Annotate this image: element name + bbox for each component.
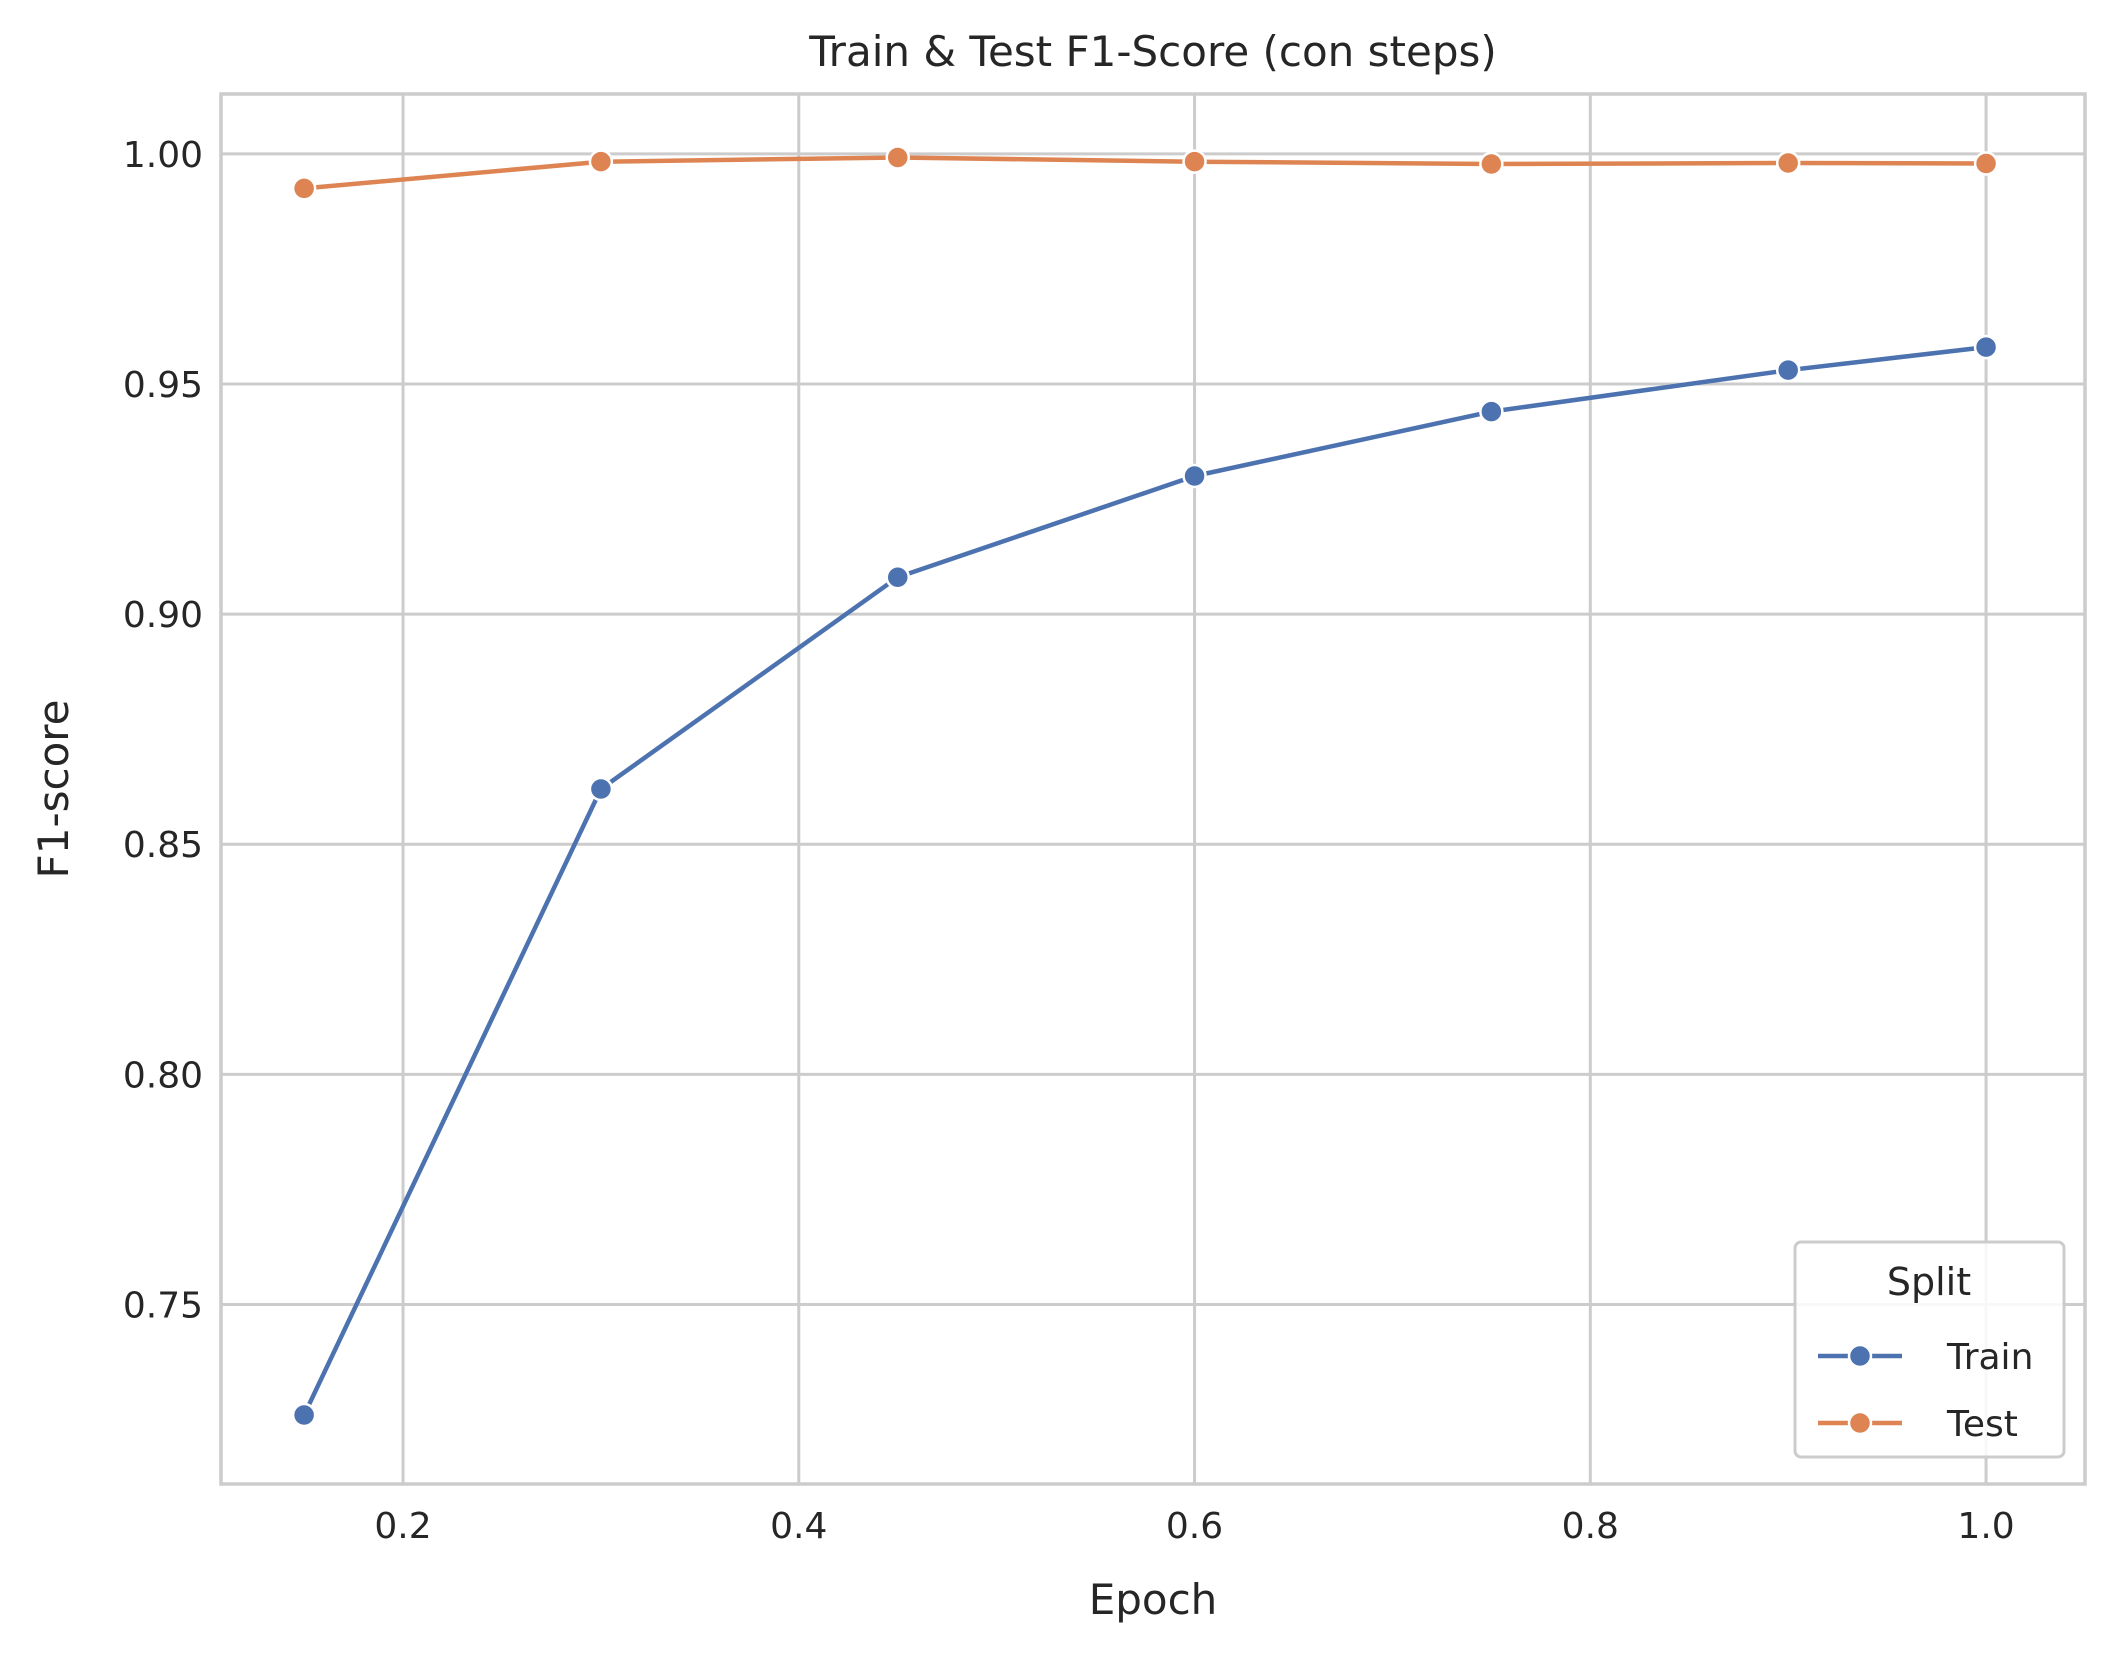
legend-label-train: Train (1946, 1337, 2033, 1378)
legend-entry-train: Train (1818, 1337, 2033, 1378)
train-point (1775, 357, 1801, 383)
test-series (291, 145, 1999, 201)
legend-marker-test (1847, 1410, 1873, 1436)
x-tick-label: 0.8 (1562, 1506, 1619, 1547)
plot-frame (219, 92, 2087, 1486)
legend: Split Train Test (1793, 1240, 2066, 1459)
x-tick-label: 0.2 (374, 1506, 431, 1547)
train-point (588, 776, 614, 802)
y-tick-label: 0.95 (123, 365, 203, 406)
y-tick-label: 0.85 (123, 825, 203, 866)
x-tick-label: 0.6 (1166, 1506, 1223, 1547)
train-point (1182, 463, 1207, 489)
x-tick-label: 0.4 (770, 1506, 827, 1547)
test-point (1479, 151, 1504, 177)
grid-lines (221, 94, 2085, 1484)
train-point (291, 1402, 317, 1428)
train-point (885, 565, 910, 590)
legend-label-test: Test (1946, 1404, 2018, 1445)
train-series (291, 334, 1999, 1428)
x-axis-label: Epoch (1089, 1575, 1218, 1624)
test-point (1775, 150, 1801, 176)
legend-box (1793, 1240, 2066, 1459)
legend-entry-test: Test (1818, 1404, 2018, 1445)
chart-title: Train & Test F1-Score (con steps) (808, 27, 1497, 76)
legend-marker-train (1847, 1343, 1873, 1369)
legend-title: Split (1887, 1260, 1971, 1304)
x-tick-label: 1.0 (1957, 1506, 2014, 1547)
test-point (1973, 151, 1999, 176)
y-tick-label: 1.00 (123, 135, 203, 176)
test-point (1182, 149, 1207, 174)
train-point (1973, 334, 1999, 360)
y-axis-label: F1-score (29, 700, 78, 879)
legend-entries: Train Test (1818, 1337, 2033, 1445)
plot-series (291, 145, 1999, 1428)
test-point (588, 149, 614, 174)
test-point (291, 176, 317, 201)
y-tick-label: 0.80 (123, 1055, 203, 1096)
tick-labels: 0.2 0.4 0.6 0.8 1.0 0.75 0.80 0.85 0.90 0.95 1.00 (123, 135, 2015, 1547)
y-tick-label: 0.75 (123, 1285, 203, 1326)
test-point (885, 145, 910, 170)
y-tick-label: 0.90 (123, 595, 203, 636)
train-point (1479, 399, 1504, 424)
